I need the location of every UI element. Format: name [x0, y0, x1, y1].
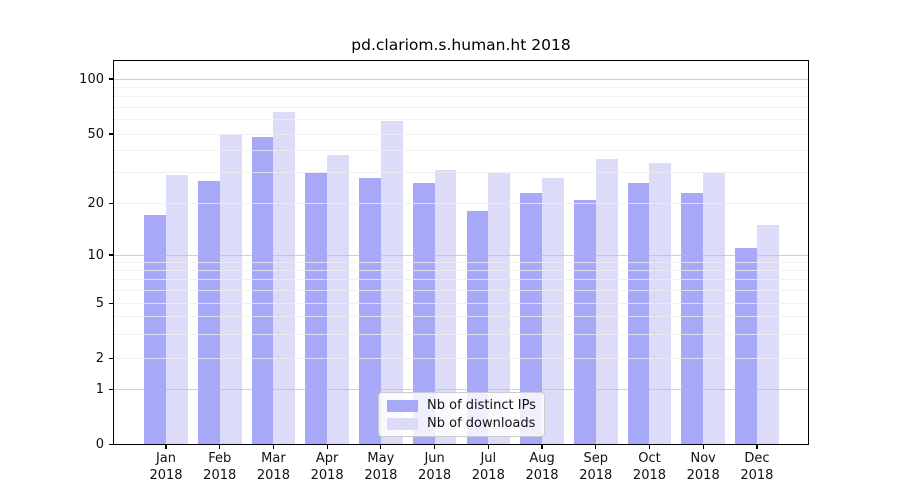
- legend-label-distinct-ips: Nb of distinct IPs: [427, 398, 536, 413]
- bar-downloads-jul: [488, 172, 511, 445]
- chart-title: pd.clariom.s.human.ht 2018: [351, 36, 571, 54]
- minor-gridline: [114, 150, 808, 152]
- y-tick-mark: [108, 254, 113, 256]
- x-tick-label: Mar 2018: [256, 451, 290, 483]
- major-gridline: [114, 388, 808, 390]
- y-tick-label: 100: [79, 71, 104, 87]
- bar-distinct-ips-jun: [412, 183, 435, 445]
- minor-gridline: [114, 290, 808, 292]
- y-tick-label: 50: [87, 126, 104, 142]
- x-tick-mark: [702, 444, 704, 449]
- legend-swatch-downloads: [387, 417, 418, 430]
- bar-downloads-apr: [327, 154, 349, 445]
- minor-gridline: [114, 133, 808, 135]
- bar-distinct-ips-feb: [197, 180, 220, 445]
- x-tick-mark: [487, 444, 489, 449]
- bar-downloads-feb: [219, 134, 242, 445]
- legend-item-downloads: Nb of downloads: [387, 416, 544, 431]
- minor-gridline: [114, 172, 808, 174]
- y-tick-mark: [108, 202, 113, 204]
- bar-distinct-ips-apr: [305, 172, 328, 445]
- x-tick-label: Nov 2018: [686, 451, 720, 483]
- bar-downloads-oct: [649, 163, 672, 445]
- x-tick-mark: [380, 444, 382, 449]
- y-tick-label: 10: [87, 247, 104, 263]
- x-tick-label: Jan 2018: [149, 451, 183, 483]
- bar-distinct-ips-sep: [573, 199, 596, 445]
- minor-gridline: [114, 86, 808, 88]
- minor-gridline: [114, 106, 808, 108]
- x-tick-label: Dec 2018: [740, 451, 774, 483]
- minor-gridline: [114, 261, 808, 263]
- bar-distinct-ips-aug: [520, 192, 543, 445]
- bar-downloads-aug: [542, 177, 564, 445]
- bar-downloads-sep: [595, 158, 618, 445]
- x-tick-label: Sep 2018: [579, 451, 613, 483]
- legend-swatch-distinct-ips: [387, 399, 418, 412]
- major-gridline: [114, 254, 808, 256]
- x-tick-label: May 2018: [364, 451, 398, 483]
- minor-gridline: [114, 270, 808, 272]
- bar-downloads-jun: [434, 170, 457, 445]
- bar-downloads-nov: [703, 172, 725, 445]
- legend: Nb of distinct IPs Nb of downloads: [378, 392, 545, 437]
- y-tick-label: 20: [87, 195, 104, 211]
- legend-label-downloads: Nb of downloads: [427, 416, 536, 431]
- minor-gridline: [114, 333, 808, 335]
- x-tick-mark: [272, 444, 275, 449]
- y-tick-label: 1: [95, 381, 104, 397]
- y-tick-mark: [108, 388, 113, 390]
- minor-gridline: [114, 316, 808, 318]
- x-tick-mark: [165, 444, 167, 449]
- bar-distinct-ips-nov: [681, 192, 704, 445]
- x-tick-mark: [219, 444, 221, 449]
- y-tick-label: 2: [95, 351, 104, 367]
- y-tick-mark: [108, 133, 113, 135]
- x-tick-label: Jul 2018: [471, 451, 505, 483]
- x-tick-label: Jun 2018: [418, 451, 452, 483]
- y-tick-label: 0: [95, 437, 104, 452]
- x-tick-mark: [326, 444, 328, 449]
- x-tick-label: Feb 2018: [203, 451, 237, 483]
- bar-distinct-ips-dec: [735, 247, 757, 445]
- y-tick-mark: [108, 443, 113, 446]
- x-tick-mark: [756, 444, 758, 449]
- y-tick-label: 5: [95, 295, 104, 311]
- bar-downloads-mar: [273, 111, 296, 445]
- minor-gridline: [114, 202, 808, 204]
- bar-downloads-jan: [166, 175, 188, 445]
- bar-distinct-ips-jan: [144, 215, 166, 445]
- minor-gridline: [114, 119, 808, 121]
- major-gridline: [114, 78, 808, 80]
- minor-gridline: [114, 358, 808, 360]
- y-tick-mark: [108, 78, 113, 80]
- minor-gridline: [114, 96, 808, 98]
- bar-distinct-ips-oct: [627, 183, 650, 445]
- x-tick-label: Aug 2018: [525, 451, 559, 483]
- bar-downloads-may: [380, 120, 403, 445]
- y-tick-mark: [108, 358, 113, 360]
- x-tick-label: Apr 2018: [310, 451, 344, 483]
- bar-distinct-ips-may: [359, 177, 381, 445]
- legend-item-distinct-ips: Nb of distinct IPs: [387, 398, 544, 413]
- x-tick-mark: [541, 444, 543, 449]
- x-tick-label: Oct 2018: [632, 451, 667, 483]
- x-tick-mark: [595, 444, 597, 449]
- x-tick-mark: [648, 444, 651, 449]
- y-tick-mark: [108, 302, 113, 304]
- bar-distinct-ips-jul: [466, 211, 489, 445]
- minor-gridline: [114, 279, 808, 281]
- minor-gridline: [114, 302, 808, 304]
- x-tick-mark: [434, 444, 436, 449]
